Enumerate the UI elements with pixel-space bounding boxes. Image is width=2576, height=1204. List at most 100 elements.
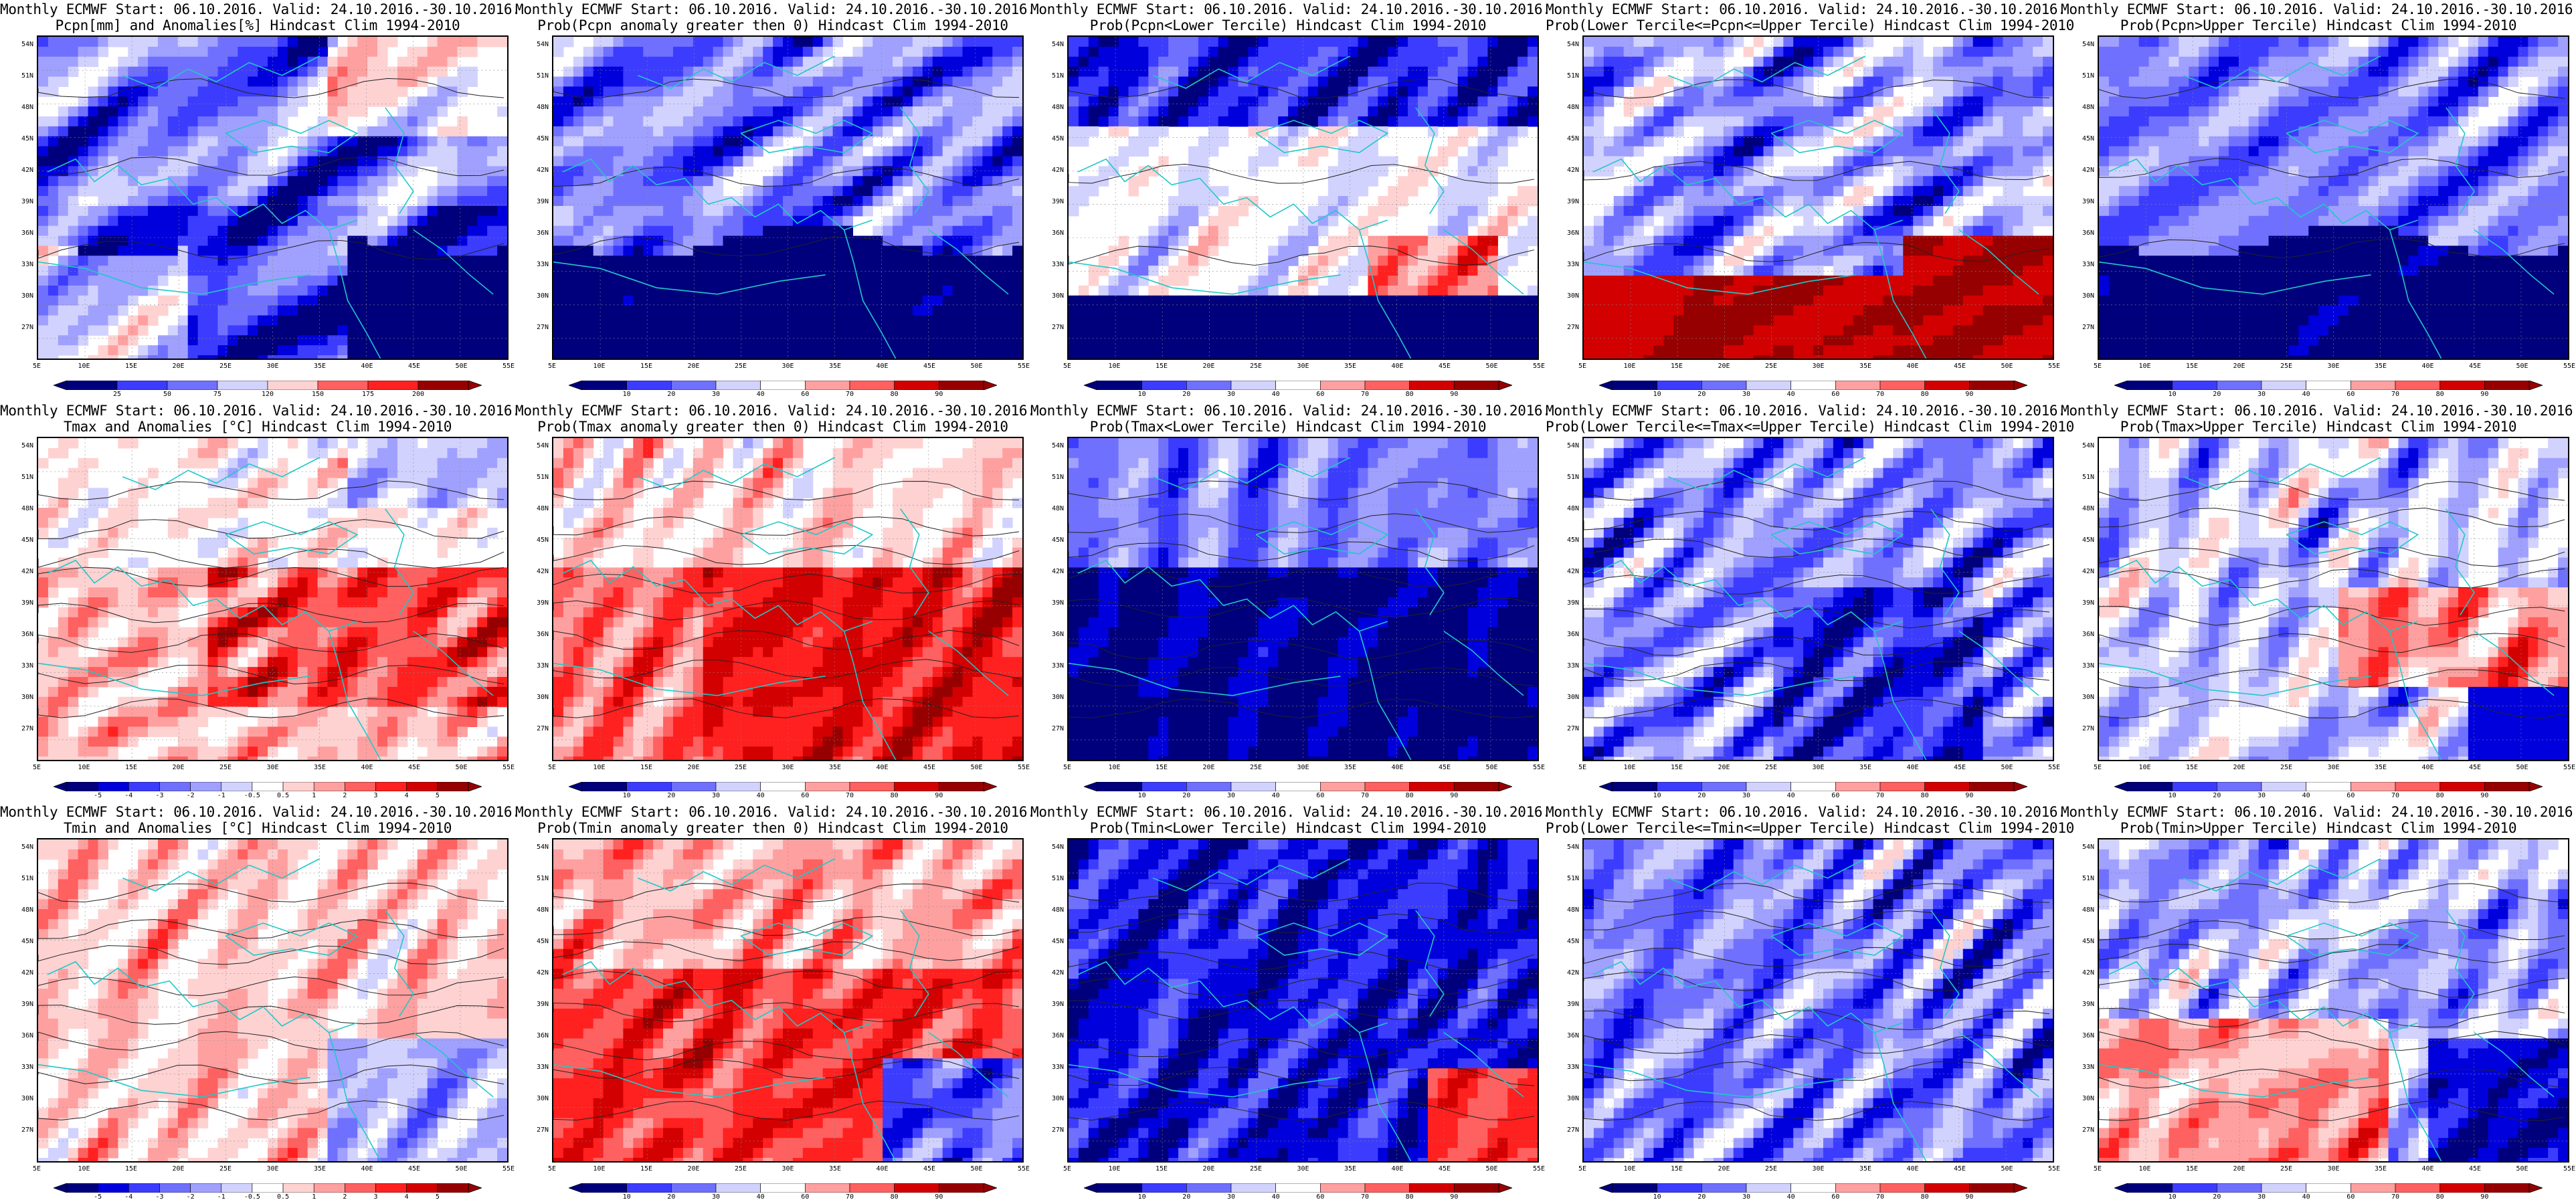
field-cell (1833, 37, 1844, 47)
field-cell (217, 355, 228, 359)
field-cell (822, 285, 834, 296)
field-cell (1268, 156, 1279, 167)
field-cell (1248, 295, 1259, 306)
isoline-contour (553, 78, 1020, 98)
field-cell (258, 37, 268, 47)
field-cell (1693, 166, 1704, 177)
field-cell (1753, 146, 1764, 157)
field-cell (763, 96, 773, 107)
longitude-label: 15E (633, 363, 660, 370)
field-cell (248, 225, 258, 237)
field-cell (357, 335, 368, 346)
colorbar-tick-label: 60 (792, 391, 818, 398)
field-cell (128, 116, 139, 127)
field-cell (553, 256, 564, 266)
field-cell (912, 345, 923, 356)
field-cell (1002, 245, 1013, 256)
field-cell (347, 96, 358, 107)
field-cell (653, 276, 664, 286)
field-cell (287, 256, 298, 266)
field-cell (268, 86, 278, 97)
field-cell (603, 225, 614, 237)
field-cell (327, 295, 339, 306)
field-cell (197, 205, 209, 217)
field-cell (38, 256, 49, 266)
field-cell (437, 46, 448, 58)
field-cell (852, 305, 863, 316)
field-cell (593, 96, 604, 107)
field-cell (58, 235, 69, 246)
field-cell (217, 276, 228, 286)
forecast-panel-pcpn-prob-pos: Monthly ECMWF Start: 06.10.2016. Valid: … (515, 0, 1036, 401)
field-cell (1942, 76, 1954, 87)
field-cell (1288, 245, 1299, 256)
field-cell (802, 225, 814, 237)
field-cell (317, 305, 329, 316)
field-cell (327, 106, 339, 117)
field-cell (1633, 116, 1645, 127)
field-cell (912, 196, 923, 207)
field-cell (713, 345, 724, 356)
field-cell (783, 235, 794, 246)
field-cell (367, 46, 378, 58)
field-cell (1528, 196, 1538, 207)
field-cell (852, 345, 863, 356)
field-cell (1238, 285, 1249, 296)
field-cell (1703, 146, 1714, 157)
field-cell (1108, 276, 1119, 286)
field-cell (1298, 276, 1309, 286)
field-cell (733, 96, 743, 107)
field-cell (1138, 355, 1149, 359)
field-cell (347, 86, 358, 97)
field-cell (583, 106, 594, 117)
field-cell (397, 256, 408, 266)
field-cell (1477, 305, 1489, 316)
field-cell (1477, 205, 1489, 217)
field-cell (812, 225, 824, 237)
field-cell (962, 285, 974, 296)
field-cell (457, 295, 468, 306)
field-cell (743, 325, 753, 336)
field-cell (347, 156, 358, 167)
field-cell (187, 305, 199, 316)
field-cell (1148, 96, 1159, 107)
field-cell (277, 245, 288, 256)
field-cell (427, 106, 438, 117)
field-cell (1118, 245, 1129, 256)
field-cell (1613, 66, 1625, 78)
field-cell (593, 106, 604, 117)
field-cell (932, 335, 943, 346)
field-cell (1108, 325, 1119, 336)
field-cell (1408, 315, 1418, 326)
field-cell (1128, 295, 1139, 306)
field-cell (187, 225, 199, 237)
field-cell (643, 325, 654, 336)
field-cell (447, 225, 458, 237)
field-cell (1883, 146, 1894, 157)
coastline (1069, 261, 1341, 295)
field-cell (1437, 355, 1449, 359)
field-cell (1418, 245, 1429, 256)
field-cell (1713, 186, 1724, 197)
field-cell (862, 176, 873, 187)
field-cell (643, 126, 654, 137)
field-cell (1108, 166, 1119, 177)
field-cell (1962, 186, 1974, 197)
field-cell (197, 166, 209, 177)
field-cell (1238, 116, 1249, 127)
field-cell (497, 156, 507, 167)
field-cell (1348, 136, 1359, 147)
field-cell (1012, 106, 1022, 117)
field-cell (427, 96, 438, 107)
field-cell (1427, 355, 1439, 359)
field-cell (1942, 186, 1954, 197)
field-cell (972, 295, 983, 306)
field-cell (108, 146, 118, 157)
field-cell (672, 37, 684, 47)
field-cell (1487, 56, 1498, 68)
field-cell (1477, 266, 1489, 276)
field-cell (48, 335, 59, 346)
field-cell (942, 96, 953, 107)
field-cell (197, 335, 209, 346)
field-cell (663, 225, 674, 237)
